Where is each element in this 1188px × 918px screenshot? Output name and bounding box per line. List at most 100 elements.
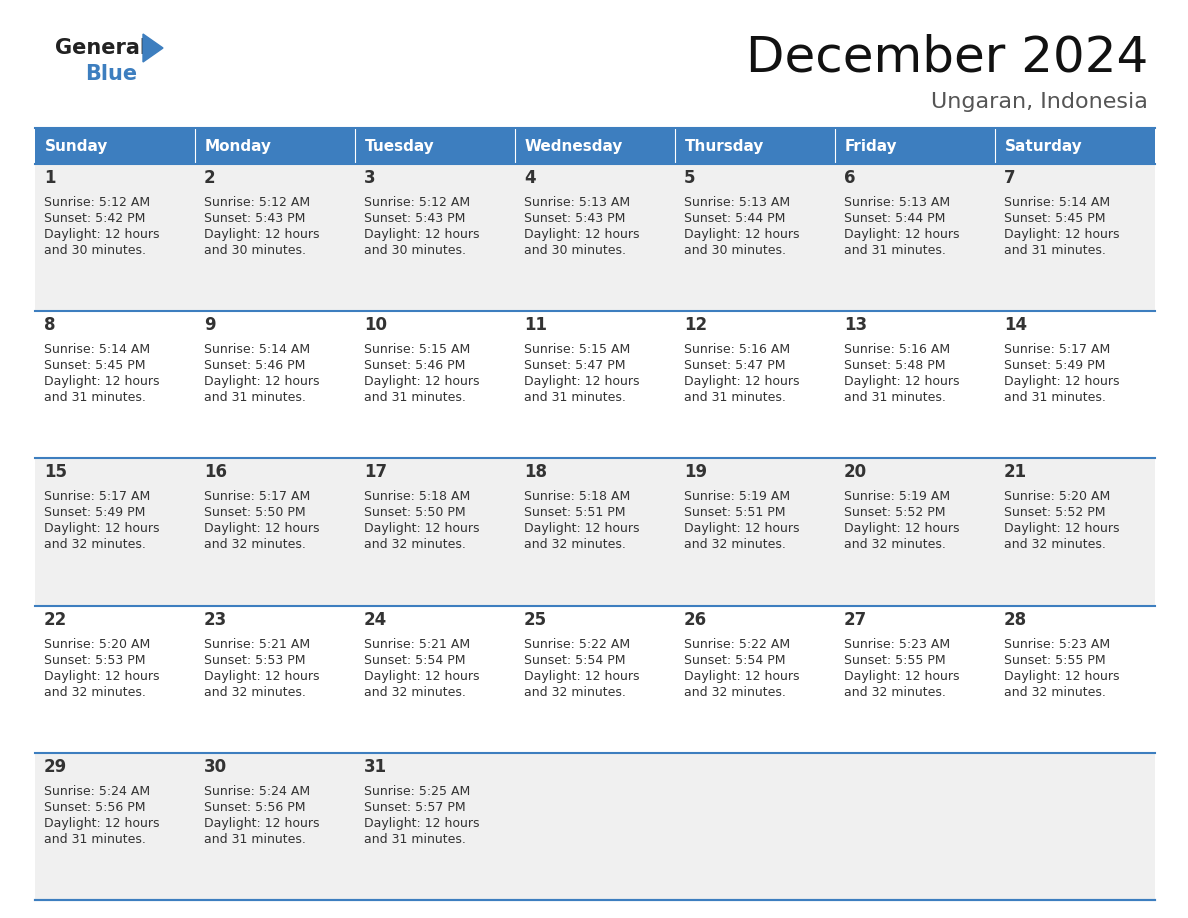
Text: Daylight: 12 hours: Daylight: 12 hours — [843, 228, 960, 241]
Text: Sunrise: 5:14 AM: Sunrise: 5:14 AM — [204, 343, 310, 356]
Text: and 31 minutes.: and 31 minutes. — [1004, 391, 1106, 404]
Text: and 31 minutes.: and 31 minutes. — [1004, 244, 1106, 257]
Text: Daylight: 12 hours: Daylight: 12 hours — [44, 522, 159, 535]
Text: Sunset: 5:46 PM: Sunset: 5:46 PM — [204, 359, 305, 372]
Bar — [355, 128, 516, 164]
Text: 3: 3 — [364, 169, 375, 187]
Text: and 30 minutes.: and 30 minutes. — [684, 244, 786, 257]
Text: 23: 23 — [204, 610, 227, 629]
Text: Sunrise: 5:19 AM: Sunrise: 5:19 AM — [684, 490, 790, 503]
Text: Sunrise: 5:14 AM: Sunrise: 5:14 AM — [1004, 196, 1110, 209]
Text: and 31 minutes.: and 31 minutes. — [204, 833, 305, 845]
Text: 12: 12 — [684, 316, 707, 334]
Text: and 31 minutes.: and 31 minutes. — [204, 391, 305, 404]
Text: and 31 minutes.: and 31 minutes. — [364, 833, 466, 845]
Text: Daylight: 12 hours: Daylight: 12 hours — [204, 228, 320, 241]
Text: and 31 minutes.: and 31 minutes. — [524, 391, 626, 404]
Text: December 2024: December 2024 — [746, 34, 1148, 82]
Polygon shape — [143, 34, 163, 62]
Text: Sunrise: 5:18 AM: Sunrise: 5:18 AM — [524, 490, 631, 503]
Text: Daylight: 12 hours: Daylight: 12 hours — [204, 522, 320, 535]
Text: 16: 16 — [204, 464, 227, 481]
Text: Sunset: 5:46 PM: Sunset: 5:46 PM — [364, 359, 466, 372]
Text: Sunrise: 5:14 AM: Sunrise: 5:14 AM — [44, 343, 150, 356]
Text: 19: 19 — [684, 464, 707, 481]
Text: 18: 18 — [524, 464, 546, 481]
Text: Sunset: 5:54 PM: Sunset: 5:54 PM — [524, 654, 626, 666]
Text: Sunset: 5:45 PM: Sunset: 5:45 PM — [44, 359, 145, 372]
Text: 14: 14 — [1004, 316, 1028, 334]
Text: 24: 24 — [364, 610, 387, 629]
Text: Ungaran, Indonesia: Ungaran, Indonesia — [931, 92, 1148, 112]
Text: Monday: Monday — [206, 139, 272, 153]
Text: and 31 minutes.: and 31 minutes. — [44, 391, 146, 404]
Text: Sunset: 5:47 PM: Sunset: 5:47 PM — [524, 359, 626, 372]
Text: Sunset: 5:43 PM: Sunset: 5:43 PM — [524, 212, 625, 225]
Text: 2: 2 — [204, 169, 216, 187]
Bar — [34, 164, 1155, 311]
Text: Sunset: 5:52 PM: Sunset: 5:52 PM — [1004, 507, 1106, 520]
Text: Saturday: Saturday — [1005, 139, 1082, 153]
Text: Sunset: 5:54 PM: Sunset: 5:54 PM — [684, 654, 785, 666]
Text: and 32 minutes.: and 32 minutes. — [1004, 538, 1106, 552]
Text: Thursday: Thursday — [685, 139, 764, 153]
Text: 4: 4 — [524, 169, 536, 187]
Text: Sunset: 5:51 PM: Sunset: 5:51 PM — [684, 507, 785, 520]
Text: Sunrise: 5:18 AM: Sunrise: 5:18 AM — [364, 490, 470, 503]
Text: Sunset: 5:44 PM: Sunset: 5:44 PM — [684, 212, 785, 225]
Text: Sunset: 5:53 PM: Sunset: 5:53 PM — [44, 654, 145, 666]
Text: 11: 11 — [524, 316, 546, 334]
Text: 29: 29 — [44, 757, 68, 776]
Text: and 30 minutes.: and 30 minutes. — [44, 244, 146, 257]
Text: Sunday: Sunday — [45, 139, 108, 153]
Text: Daylight: 12 hours: Daylight: 12 hours — [204, 669, 320, 683]
Text: Sunrise: 5:16 AM: Sunrise: 5:16 AM — [684, 343, 790, 356]
Bar — [996, 128, 1155, 164]
Text: Sunrise: 5:19 AM: Sunrise: 5:19 AM — [843, 490, 950, 503]
Text: Daylight: 12 hours: Daylight: 12 hours — [524, 228, 639, 241]
Bar — [34, 753, 1155, 900]
Text: Daylight: 12 hours: Daylight: 12 hours — [843, 375, 960, 388]
Text: 27: 27 — [843, 610, 867, 629]
Text: General: General — [55, 38, 147, 58]
Text: Blue: Blue — [86, 64, 137, 84]
Text: Sunset: 5:52 PM: Sunset: 5:52 PM — [843, 507, 946, 520]
Text: Sunset: 5:56 PM: Sunset: 5:56 PM — [204, 800, 305, 813]
Text: Sunrise: 5:22 AM: Sunrise: 5:22 AM — [524, 638, 630, 651]
Text: Daylight: 12 hours: Daylight: 12 hours — [364, 669, 480, 683]
Text: Sunrise: 5:20 AM: Sunrise: 5:20 AM — [1004, 490, 1111, 503]
Text: Sunrise: 5:13 AM: Sunrise: 5:13 AM — [684, 196, 790, 209]
Text: Daylight: 12 hours: Daylight: 12 hours — [684, 522, 800, 535]
Text: Daylight: 12 hours: Daylight: 12 hours — [364, 817, 480, 830]
Text: Sunset: 5:50 PM: Sunset: 5:50 PM — [204, 507, 305, 520]
Text: Daylight: 12 hours: Daylight: 12 hours — [44, 669, 159, 683]
Text: Sunrise: 5:22 AM: Sunrise: 5:22 AM — [684, 638, 790, 651]
Text: and 32 minutes.: and 32 minutes. — [204, 686, 305, 699]
Text: Daylight: 12 hours: Daylight: 12 hours — [44, 817, 159, 830]
Text: 21: 21 — [1004, 464, 1028, 481]
Text: Sunset: 5:42 PM: Sunset: 5:42 PM — [44, 212, 145, 225]
Bar — [835, 128, 996, 164]
Text: Sunrise: 5:24 AM: Sunrise: 5:24 AM — [204, 785, 310, 798]
Bar — [516, 128, 675, 164]
Bar — [34, 311, 1155, 458]
Text: Daylight: 12 hours: Daylight: 12 hours — [1004, 375, 1119, 388]
Text: and 30 minutes.: and 30 minutes. — [524, 244, 626, 257]
Text: Daylight: 12 hours: Daylight: 12 hours — [684, 228, 800, 241]
Text: and 32 minutes.: and 32 minutes. — [684, 538, 786, 552]
Text: Sunrise: 5:21 AM: Sunrise: 5:21 AM — [364, 638, 470, 651]
Text: 20: 20 — [843, 464, 867, 481]
Text: Sunset: 5:47 PM: Sunset: 5:47 PM — [684, 359, 785, 372]
Text: Sunset: 5:44 PM: Sunset: 5:44 PM — [843, 212, 946, 225]
Text: Daylight: 12 hours: Daylight: 12 hours — [204, 817, 320, 830]
Text: Sunrise: 5:12 AM: Sunrise: 5:12 AM — [44, 196, 150, 209]
Text: Tuesday: Tuesday — [365, 139, 435, 153]
Text: 15: 15 — [44, 464, 67, 481]
Text: Sunrise: 5:17 AM: Sunrise: 5:17 AM — [44, 490, 150, 503]
Text: Daylight: 12 hours: Daylight: 12 hours — [843, 669, 960, 683]
Text: Daylight: 12 hours: Daylight: 12 hours — [44, 375, 159, 388]
Text: 30: 30 — [204, 757, 227, 776]
Text: Sunset: 5:50 PM: Sunset: 5:50 PM — [364, 507, 466, 520]
Text: Sunset: 5:53 PM: Sunset: 5:53 PM — [204, 654, 305, 666]
Text: and 32 minutes.: and 32 minutes. — [524, 538, 626, 552]
